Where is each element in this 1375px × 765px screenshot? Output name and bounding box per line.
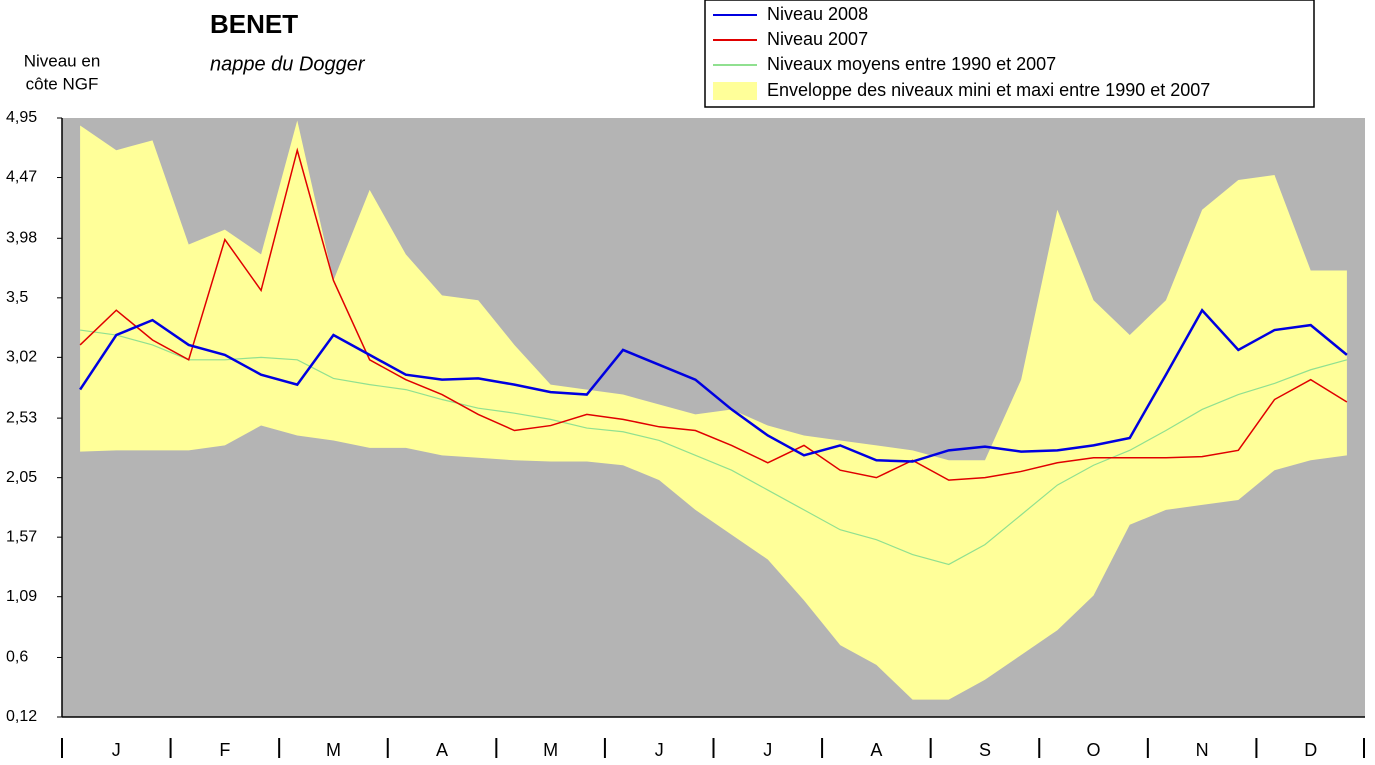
x-tick-label: D [1304,740,1317,760]
envelope-area [80,120,1347,700]
series-line [79,147,1348,481]
y-tick-label: 4,47 [6,169,37,186]
x-tick-label: S [979,740,991,760]
x-tick-label: F [219,740,230,760]
y-tick-label: 0,6 [6,649,28,666]
x-tick-label: J [655,740,664,760]
x-tick-label: A [436,740,448,760]
x-tick-label: J [112,740,121,760]
y-tick-label: 1,09 [6,588,37,605]
series-line [80,329,1348,566]
legend-label: Enveloppe des niveaux mini et maxi entre… [767,80,1210,100]
y-tick-label: 2,53 [6,409,37,426]
x-tick-label: M [326,740,341,760]
y-tick-label: 1,57 [6,528,37,545]
y-tick-label: 3,98 [6,230,37,247]
y-tick-label: 3,5 [6,289,28,306]
x-tick-label: A [870,740,882,760]
legend-label: Niveau 2008 [767,4,868,24]
y-axis-label: côte NGF [26,74,99,93]
legend-swatch [713,82,757,100]
legend-label: Niveau 2007 [767,29,868,49]
legend-box [704,0,1315,108]
y-tick-label: 3,02 [6,349,37,366]
legend-label: Niveaux moyens entre 1990 et 2007 [767,54,1056,74]
y-tick-label: 4,95 [6,109,37,126]
y-axis-label: Niveau en [24,51,101,70]
series-line [79,308,1348,463]
chart-subtitle: nappe du Dogger [210,53,366,75]
y-tick-label: 2,05 [6,469,37,486]
chart-title: BENET [210,9,298,39]
y-tick-label: 0,12 [6,708,37,725]
x-tick-label: O [1087,740,1101,760]
x-tick-label: J [763,740,772,760]
x-tick-label: M [543,740,558,760]
x-tick-label: N [1196,740,1209,760]
